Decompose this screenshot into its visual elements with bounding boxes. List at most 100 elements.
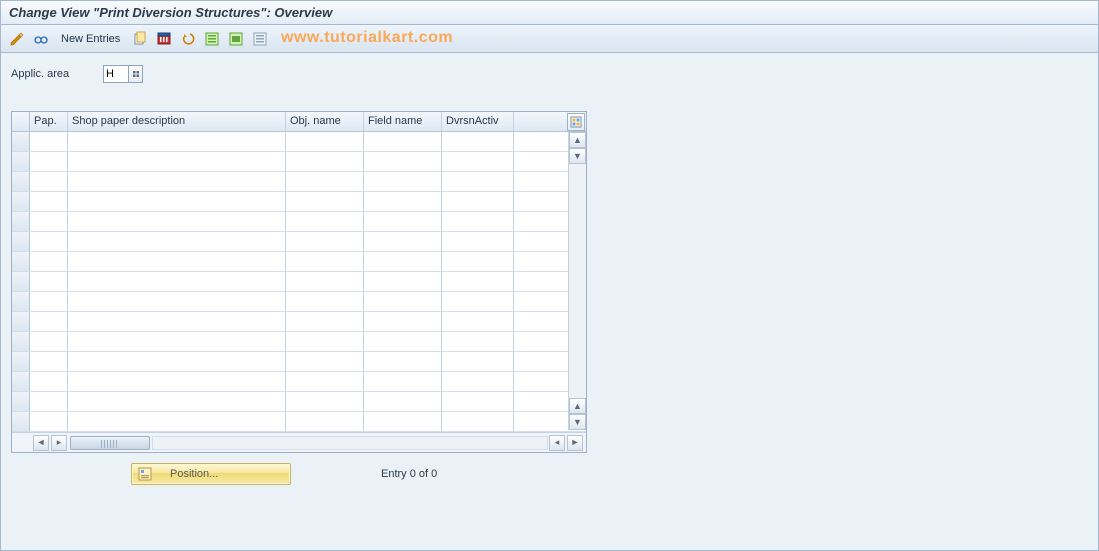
scroll-down-button[interactable]: ▼ (569, 414, 586, 430)
cell-desc[interactable] (68, 272, 286, 291)
cell-dvr[interactable] (442, 372, 514, 391)
table-config-button[interactable] (567, 113, 585, 131)
scroll-last-button[interactable]: ► (567, 435, 583, 451)
cell-desc[interactable] (68, 192, 286, 211)
applic-area-f4-button[interactable] (129, 65, 143, 83)
vertical-scrollbar[interactable]: ▲ ▼ ▲ ▼ (568, 132, 586, 430)
cell-fld[interactable] (364, 292, 442, 311)
cell-pap[interactable] (30, 252, 68, 271)
row-selector[interactable] (12, 232, 30, 251)
position-button[interactable]: Position... (131, 463, 291, 485)
cell-pap[interactable] (30, 312, 68, 331)
scroll-up-button[interactable]: ▲ (569, 132, 586, 148)
cell-desc[interactable] (68, 292, 286, 311)
cell-obj[interactable] (286, 132, 364, 151)
cell-desc[interactable] (68, 372, 286, 391)
cell-obj[interactable] (286, 272, 364, 291)
delete-icon[interactable] (154, 29, 174, 49)
glasses-detail-icon[interactable] (31, 29, 51, 49)
cell-fld[interactable] (364, 312, 442, 331)
cell-obj[interactable] (286, 372, 364, 391)
applic-area-input[interactable] (103, 65, 129, 83)
cell-desc[interactable] (68, 132, 286, 151)
undo-change-icon[interactable] (178, 29, 198, 49)
cell-obj[interactable] (286, 352, 364, 371)
scroll-first-button[interactable]: ◄ (33, 435, 49, 451)
cell-dvr[interactable] (442, 212, 514, 231)
cell-desc[interactable] (68, 152, 286, 171)
row-selector[interactable] (12, 252, 30, 271)
row-selector[interactable] (12, 352, 30, 371)
cell-obj[interactable] (286, 392, 364, 411)
cell-fld[interactable] (364, 272, 442, 291)
cell-obj[interactable] (286, 332, 364, 351)
cell-pap[interactable] (30, 232, 68, 251)
row-selector[interactable] (12, 132, 30, 151)
new-entries-button[interactable]: New Entries (55, 31, 126, 47)
row-selector[interactable] (12, 392, 30, 411)
row-selector[interactable] (12, 332, 30, 351)
row-selector[interactable] (12, 272, 30, 291)
cell-pap[interactable] (30, 412, 68, 431)
cell-obj[interactable] (286, 292, 364, 311)
cell-pap[interactable] (30, 172, 68, 191)
cell-desc[interactable] (68, 252, 286, 271)
copy-as-icon[interactable] (130, 29, 150, 49)
cell-desc[interactable] (68, 212, 286, 231)
cell-desc[interactable] (68, 172, 286, 191)
cell-dvr[interactable] (442, 272, 514, 291)
cell-dvr[interactable] (442, 192, 514, 211)
cell-fld[interactable] (364, 232, 442, 251)
row-selector[interactable] (12, 172, 30, 191)
cell-fld[interactable] (364, 392, 442, 411)
cell-dvr[interactable] (442, 352, 514, 371)
deselect-all-icon[interactable] (250, 29, 270, 49)
cell-fld[interactable] (364, 332, 442, 351)
col-header-dvr[interactable]: DvrsnActiv (442, 112, 514, 131)
cell-desc[interactable] (68, 232, 286, 251)
cell-obj[interactable] (286, 192, 364, 211)
cell-pap[interactable] (30, 212, 68, 231)
cell-fld[interactable] (364, 412, 442, 431)
cell-obj[interactable] (286, 252, 364, 271)
horizontal-scrollbar[interactable]: ◄ ▸ ◂ ► (12, 432, 586, 452)
cell-pap[interactable] (30, 132, 68, 151)
row-selector[interactable] (12, 152, 30, 171)
cell-pap[interactable] (30, 192, 68, 211)
cell-pap[interactable] (30, 372, 68, 391)
select-block-icon[interactable] (226, 29, 246, 49)
row-selector-header[interactable] (12, 112, 30, 131)
row-selector[interactable] (12, 212, 30, 231)
cell-fld[interactable] (364, 192, 442, 211)
cell-obj[interactable] (286, 212, 364, 231)
cell-fld[interactable] (364, 252, 442, 271)
cell-dvr[interactable] (442, 292, 514, 311)
cell-dvr[interactable] (442, 132, 514, 151)
cell-obj[interactable] (286, 232, 364, 251)
cell-fld[interactable] (364, 172, 442, 191)
hscroll-track[interactable] (152, 436, 548, 450)
cell-dvr[interactable] (442, 252, 514, 271)
scroll-right-button[interactable]: ◂ (549, 435, 565, 451)
col-header-obj[interactable]: Obj. name (286, 112, 364, 131)
scroll-down-small-button[interactable]: ▼ (569, 148, 586, 164)
cell-obj[interactable] (286, 412, 364, 431)
col-header-desc[interactable]: Shop paper description (68, 112, 286, 131)
row-selector[interactable] (12, 192, 30, 211)
col-header-fld[interactable]: Field name (364, 112, 442, 131)
row-selector[interactable] (12, 372, 30, 391)
cell-desc[interactable] (68, 392, 286, 411)
vscroll-track[interactable] (569, 164, 586, 398)
row-selector[interactable] (12, 412, 30, 431)
cell-pap[interactable] (30, 352, 68, 371)
cell-fld[interactable] (364, 352, 442, 371)
cell-desc[interactable] (68, 312, 286, 331)
cell-dvr[interactable] (442, 232, 514, 251)
cell-fld[interactable] (364, 132, 442, 151)
row-selector[interactable] (12, 312, 30, 331)
cell-dvr[interactable] (442, 172, 514, 191)
select-all-icon[interactable] (202, 29, 222, 49)
cell-pap[interactable] (30, 152, 68, 171)
cell-dvr[interactable] (442, 152, 514, 171)
cell-obj[interactable] (286, 172, 364, 191)
